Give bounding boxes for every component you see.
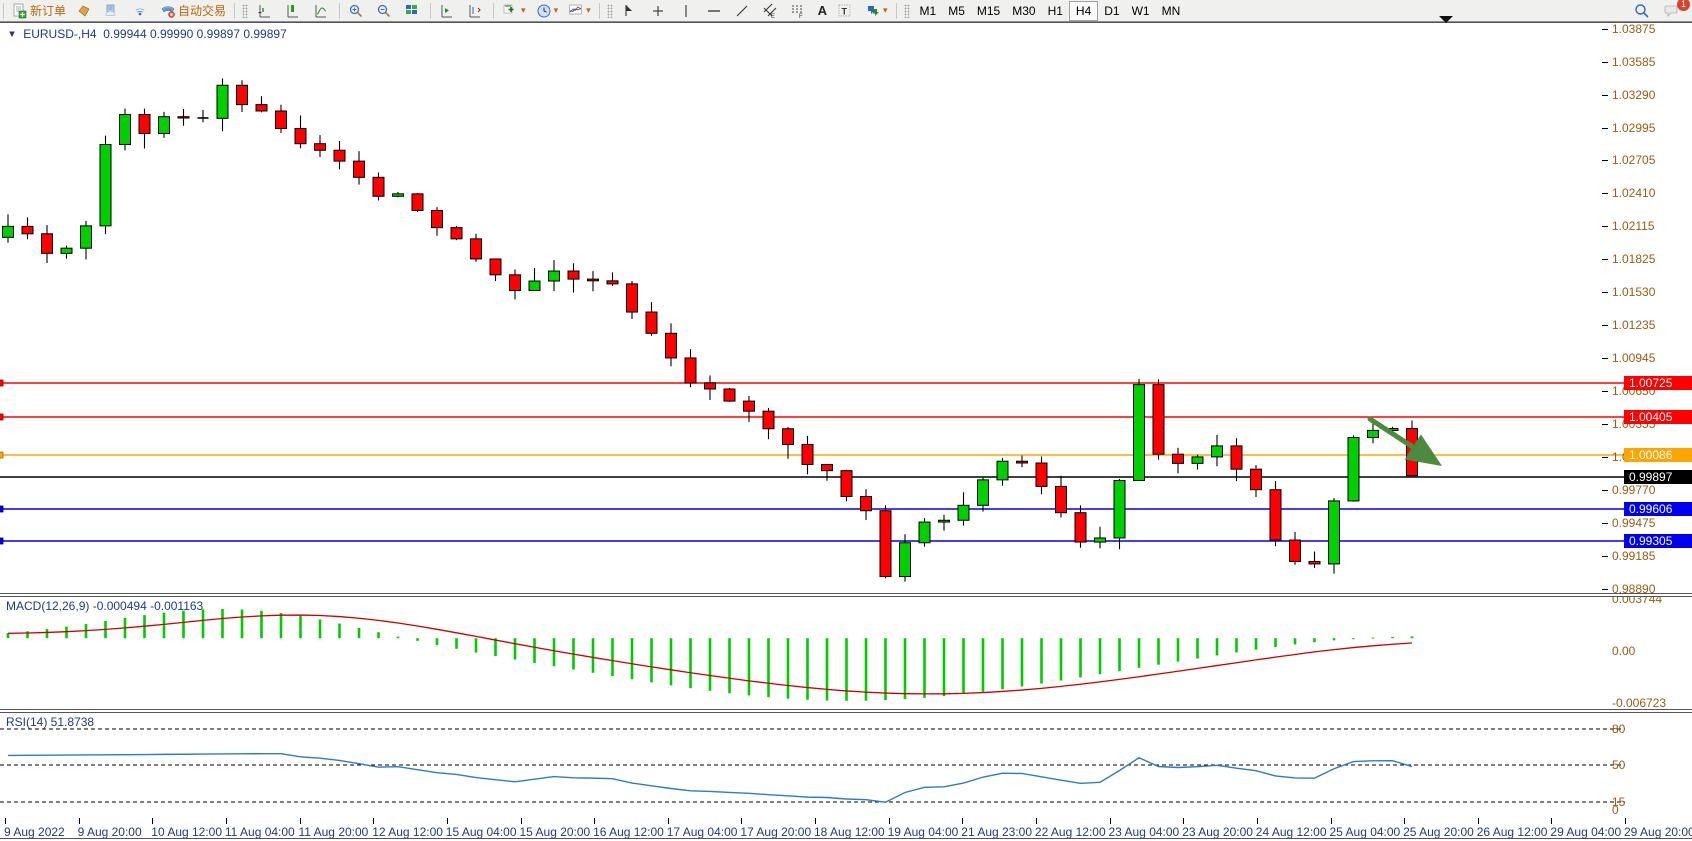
svg-text:F: F [799,14,803,19]
svg-text:T: T [842,6,848,16]
svg-text:E: E [771,14,775,19]
